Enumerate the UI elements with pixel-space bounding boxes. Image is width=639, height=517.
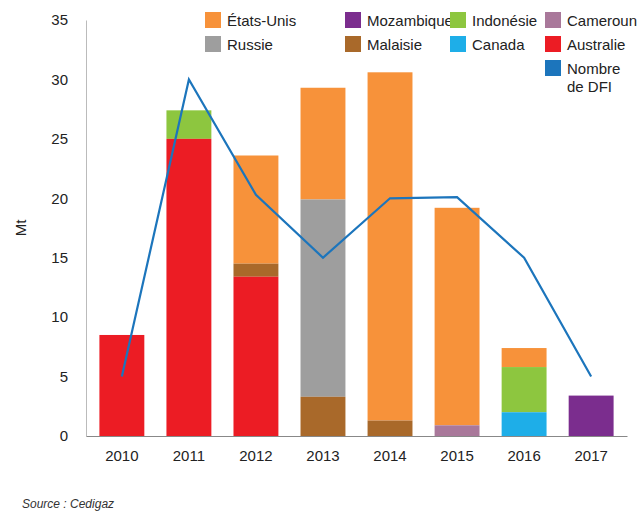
legend-item: Mozambique bbox=[345, 12, 453, 29]
x-tick: 2017 bbox=[574, 436, 607, 464]
y-tick: 35 bbox=[51, 11, 86, 28]
bar bbox=[166, 110, 211, 139]
x-tick: 2010 bbox=[105, 436, 138, 464]
legend-label: Russie bbox=[227, 36, 273, 53]
legend-label: Indonésie bbox=[472, 12, 537, 29]
bar bbox=[435, 208, 480, 426]
x-axis: 2010 2011 2012 2013 2014 2015 2016 2017 bbox=[87, 436, 628, 464]
legend-item: Russie bbox=[205, 36, 273, 53]
x-tick: 2014 bbox=[373, 436, 406, 464]
legend-item: Malaisie bbox=[345, 36, 422, 53]
y-tick: 30 bbox=[51, 71, 86, 88]
legend-label: Canada bbox=[472, 36, 525, 53]
x-tick-label: 2011 bbox=[173, 447, 205, 464]
bar bbox=[233, 277, 278, 436]
bar-series bbox=[569, 396, 614, 436]
x-tick-label: 2017 bbox=[574, 447, 607, 464]
bar-series bbox=[99, 139, 278, 436]
legend-swatch bbox=[545, 36, 561, 52]
bar-series bbox=[502, 412, 547, 436]
legend-swatch bbox=[345, 36, 361, 52]
y-tick-label: 20 bbox=[51, 190, 68, 207]
legend-swatch bbox=[545, 12, 561, 28]
bar-series bbox=[233, 264, 412, 436]
legend-label: Mozambique bbox=[367, 12, 453, 29]
bar bbox=[502, 412, 547, 436]
bar bbox=[569, 396, 614, 436]
bar bbox=[502, 348, 547, 367]
legend-swatch bbox=[545, 60, 561, 76]
legend-item: Australie bbox=[545, 36, 625, 53]
legend-item: Indonésie bbox=[450, 12, 537, 29]
x-axis-line bbox=[87, 436, 628, 437]
x-tick-label: 2012 bbox=[239, 447, 272, 464]
bar bbox=[233, 264, 278, 277]
y-tick-label: 15 bbox=[51, 249, 68, 266]
y-axis-line bbox=[86, 21, 87, 437]
bar bbox=[502, 367, 547, 412]
y-tick-label: 25 bbox=[51, 130, 68, 147]
annotation: Source : Cedigaz bbox=[22, 497, 114, 511]
y-tick: 5 bbox=[60, 368, 86, 385]
legend-item: Nombrede DFI bbox=[545, 60, 620, 95]
x-tick: 2016 bbox=[507, 436, 540, 464]
x-tick-label: 2013 bbox=[306, 447, 339, 464]
y-tick-label: 5 bbox=[60, 368, 68, 385]
legend-label: Cameroun bbox=[567, 12, 637, 29]
x-tick: 2011 bbox=[173, 436, 205, 464]
legend-swatch bbox=[450, 36, 466, 52]
plot: 0510152025303520102011201220132014201520… bbox=[51, 11, 627, 463]
bar bbox=[99, 335, 144, 436]
marks bbox=[99, 72, 613, 436]
legend-label: Australie bbox=[567, 36, 625, 53]
y-tick-label: 30 bbox=[51, 71, 68, 88]
bar bbox=[301, 397, 346, 436]
legend-swatch bbox=[345, 12, 361, 28]
legend-label: Malaisie bbox=[367, 36, 422, 53]
y-tick-label: 10 bbox=[51, 308, 68, 325]
legend-item: Cameroun bbox=[545, 12, 637, 29]
x-tick-label: 2014 bbox=[373, 447, 406, 464]
y-tick: 20 bbox=[51, 190, 86, 207]
bar bbox=[368, 72, 413, 420]
bar-series bbox=[301, 199, 346, 396]
legend-item: Canada bbox=[450, 36, 525, 53]
bar bbox=[435, 425, 480, 436]
x-tick: 2012 bbox=[239, 436, 272, 464]
bar-series bbox=[435, 425, 480, 436]
chart: 0510152025303520102011201220132014201520… bbox=[0, 0, 639, 517]
bar-series bbox=[233, 72, 546, 425]
x-tick-label: 2015 bbox=[440, 447, 473, 464]
y-tick-label: 35 bbox=[51, 11, 68, 28]
y-axis-title: Mt bbox=[12, 219, 29, 236]
y-tick-label: 0 bbox=[60, 427, 68, 444]
bar bbox=[368, 421, 413, 436]
legend-label: États-Unis bbox=[227, 12, 296, 29]
line bbox=[122, 79, 591, 376]
y-tick: 25 bbox=[51, 130, 86, 147]
bar bbox=[301, 199, 346, 396]
x-tick-label: 2010 bbox=[105, 447, 138, 464]
legend: États-Unis Mozambique Indonésie Cameroun Rus… bbox=[205, 12, 637, 95]
y-tick: 10 bbox=[51, 308, 86, 325]
bar bbox=[301, 88, 346, 200]
x-tick: 2015 bbox=[440, 436, 473, 464]
bar bbox=[166, 139, 211, 436]
y-tick: 0 bbox=[60, 427, 86, 444]
legend-swatch bbox=[205, 36, 221, 52]
x-tick: 2013 bbox=[306, 436, 339, 464]
y-axis: 0 5 10 15 20 25 30 35 bbox=[51, 11, 86, 444]
legend-swatch bbox=[205, 12, 221, 28]
y-tick: 15 bbox=[51, 249, 86, 266]
legend-swatch bbox=[450, 12, 466, 28]
x-tick-label: 2016 bbox=[507, 447, 540, 464]
bar-series bbox=[166, 110, 546, 412]
legend-label: Nombrede DFI bbox=[567, 60, 620, 95]
legend-item: États-Unis bbox=[205, 12, 296, 29]
